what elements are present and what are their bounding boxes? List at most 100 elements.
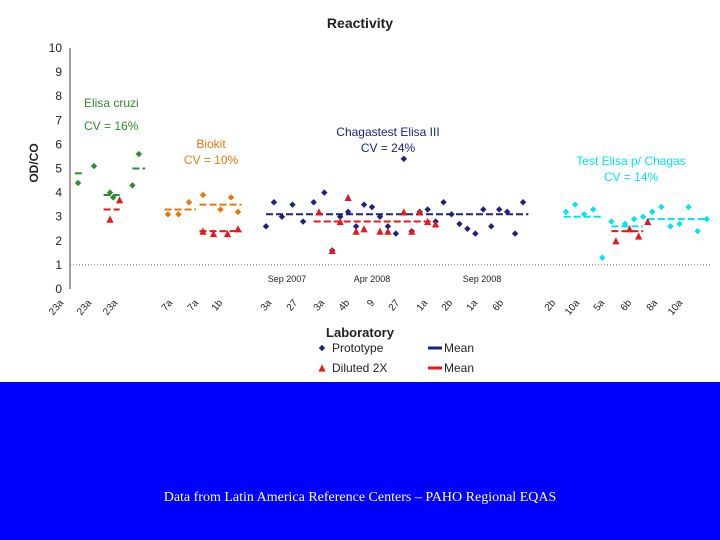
prototype-point [217,206,224,213]
y-tick-label: 4 [55,186,62,200]
prototype-point [649,208,656,216]
prototype-point [639,213,647,220]
prototype-point [519,199,527,206]
y-tick-label: 9 [55,65,62,79]
group-cv-label: CV = 16% [84,119,139,133]
group-cv-label: CV = 14% [604,170,659,184]
prototype-point [621,220,629,228]
prototype-point [571,201,579,208]
prototype-point [472,230,479,237]
diluted-point [384,227,392,235]
chart-title: Reactivity [327,15,393,31]
x-tick-label: 23a [47,298,66,318]
x-tick-label: 10a [666,298,685,318]
group-name-label: Chagastest Elisa III [336,125,439,139]
diluted-point [315,208,323,216]
x-tick-label: 1b [210,298,226,314]
diluted-point [400,208,408,216]
diluted-point [625,225,634,233]
x-tick-label: 1a [415,298,431,314]
prototype-point [368,203,376,211]
legend-label: Prototype [332,341,384,355]
footer-caption: Data from Latin America Reference Center… [163,490,557,505]
legend-label: Diluted 2X [332,361,387,375]
legend-label: Mean [444,361,474,375]
prototype-point [599,254,606,261]
prototype-point [74,179,82,187]
group-name-label: Biokit [196,137,226,151]
x-tick-label: 4b [337,298,353,314]
prototype-point [270,199,278,206]
prototype-point [676,220,683,228]
prototype-point [608,218,615,225]
x-tick-label: 1a [465,298,481,314]
diluted-point [116,196,124,204]
prototype-point [175,211,182,218]
group-name-label: Test Elisa p/ Chagas [576,154,685,168]
reactivity-chart: Reactivity OD/CO 0 1 2 3 4 5 6 7 8 9 10 23a 23a 23a 7a 7a… [27,15,712,375]
y-tick-label: 1 [55,258,62,272]
prototype-point [310,199,317,206]
x-tick-label: 27 [285,298,301,314]
prototype-point [703,215,710,223]
prototype-point [352,223,360,230]
prototype-point [562,208,570,216]
prototype-point [694,227,701,235]
x-tick-label: 2b [543,298,559,314]
x-tick-label: 7a [160,298,176,314]
x-tick-label: 5a [592,298,608,314]
prototype-point [464,225,471,232]
prototype-point [440,199,447,206]
prototype-point [384,223,392,230]
diluted-point [209,229,218,238]
y-tick-label: 2 [55,234,62,248]
prototype-point [337,213,344,220]
diluted-point [432,220,440,228]
group-cv-label: CV = 10% [184,153,239,167]
prototype-point [376,213,384,220]
diluted-point [408,227,416,235]
diluted-point [416,208,424,216]
prototype-point [392,230,400,237]
diluted-point [376,227,384,235]
x-tick-label: 8a [645,298,661,314]
x-tick-label: 23a [75,298,94,318]
date-annotation: Apr 2008 [354,274,391,284]
y-tick-label: 7 [55,113,62,127]
prototype-point [262,223,270,230]
x-tick-label: 27 [387,298,403,314]
prototype-point [90,162,98,170]
prototype-point [164,211,172,218]
x-tick-label: 7a [186,298,202,314]
prototype-point [344,208,352,216]
diluted-point [635,232,643,240]
x-tick-label: 23a [101,298,120,318]
x-tick-label: 9 [365,298,377,310]
group-name-label: Elisa cruzi [84,96,139,110]
diluted-point [424,217,432,226]
date-annotation: Sep 2007 [268,274,307,284]
x-axis-title: Laboratory [326,325,395,340]
diluted-point [106,215,114,223]
prototype-point [658,203,665,211]
prototype-point [590,206,597,213]
prototype-point [456,220,463,228]
prototype-point [135,150,142,158]
x-tick-label: 6b [619,298,635,314]
prototype-point [496,206,503,213]
y-tick-label: 0 [55,282,62,296]
diluted-point [344,193,352,202]
prototype-point [488,223,495,230]
diluted-point [223,229,232,238]
prototype-point [503,208,511,216]
prototype-point [299,218,307,225]
y-tick-label: 6 [55,137,62,151]
diluted-point [234,225,242,233]
prototype-point [448,211,455,218]
prototype-point [511,230,519,237]
x-tick-label: 3a [259,298,275,314]
diluted-point [336,217,344,226]
legend-marker [318,344,326,352]
prototype-point [400,155,407,163]
y-tick-label: 10 [49,41,63,55]
